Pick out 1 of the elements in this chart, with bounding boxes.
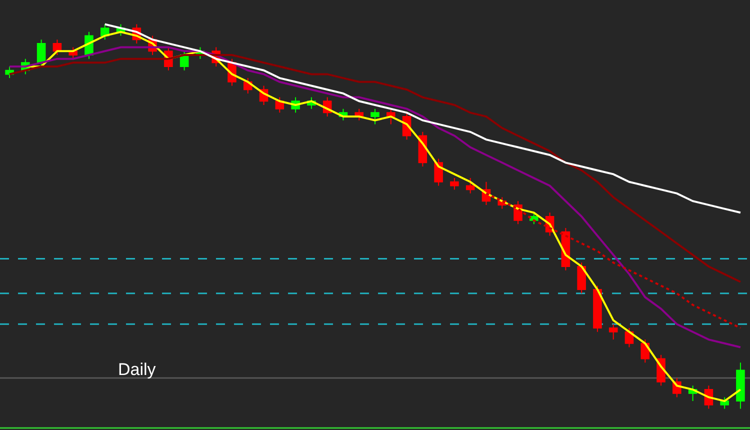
annotation: Daily <box>118 360 156 379</box>
